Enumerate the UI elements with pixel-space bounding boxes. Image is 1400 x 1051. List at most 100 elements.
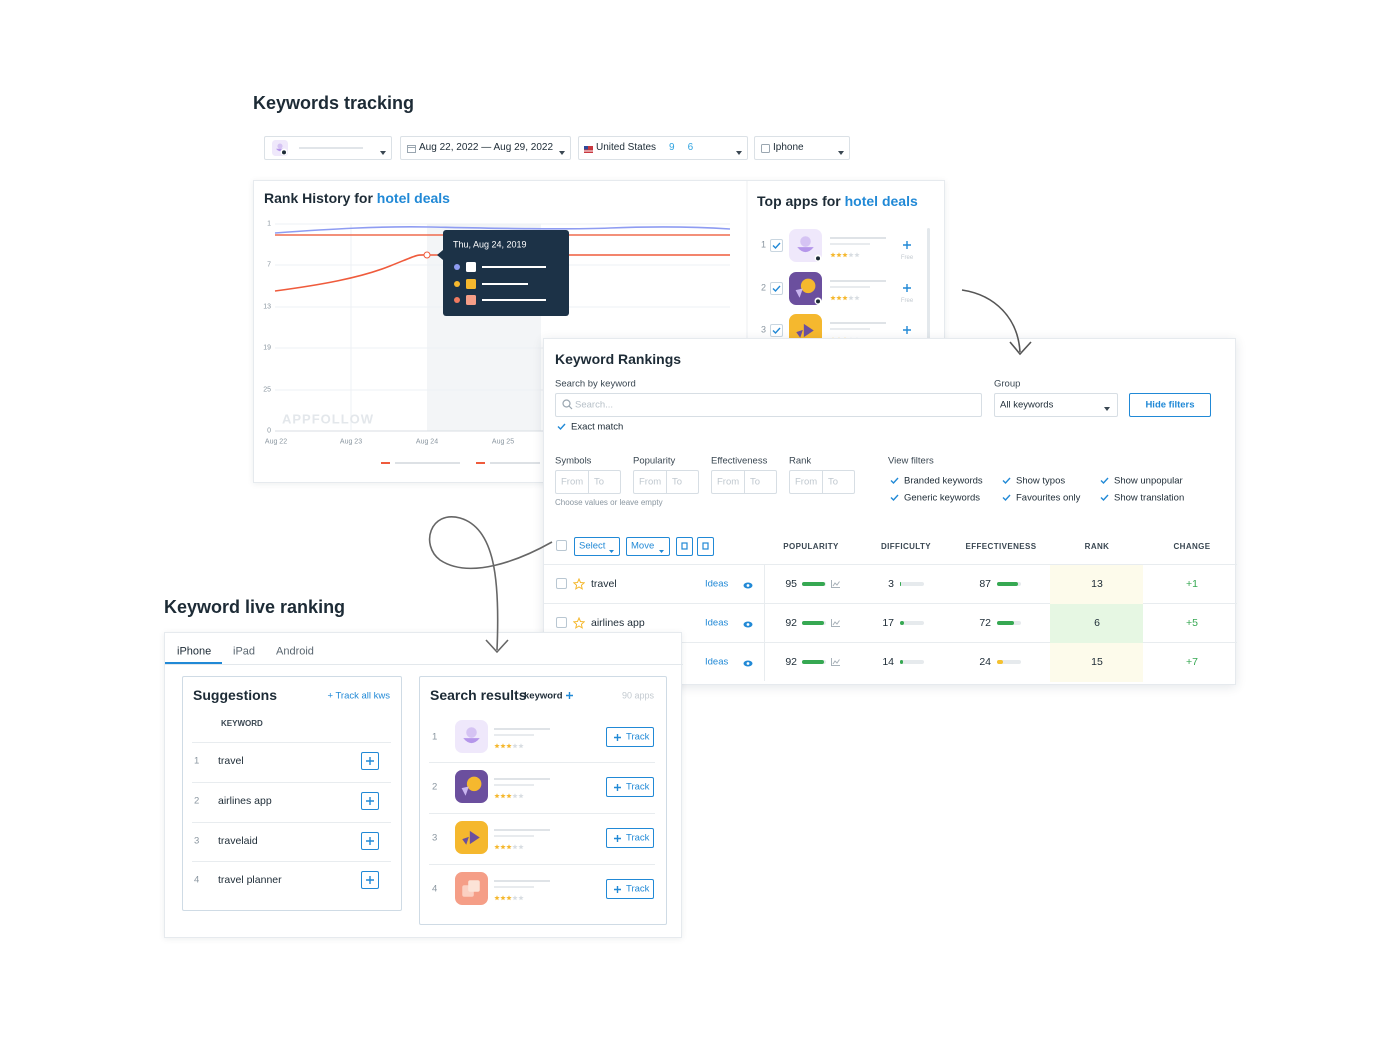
app-icon xyxy=(455,770,488,803)
add-button[interactable] xyxy=(361,792,379,810)
filter-select[interactable] xyxy=(578,136,748,160)
caret xyxy=(609,545,614,553)
placeholder-line xyxy=(830,286,870,288)
app-icon xyxy=(455,720,488,753)
icon-button[interactable] xyxy=(676,537,693,556)
icon-part xyxy=(816,299,820,304)
result-rank: 3 xyxy=(432,832,438,844)
bar-track xyxy=(900,621,924,625)
caret xyxy=(380,147,386,155)
icon-part xyxy=(468,880,480,892)
add-button[interactable] xyxy=(361,752,379,770)
icon-part xyxy=(469,830,480,845)
icon-part xyxy=(800,236,811,247)
track-label[interactable]: Track xyxy=(626,883,650,895)
placeholder-line xyxy=(830,322,886,324)
effectiveness-value: 87 xyxy=(979,577,991,590)
row-divider xyxy=(429,864,655,865)
effectiveness-value: 72 xyxy=(979,616,991,629)
button-icon xyxy=(681,542,688,550)
value-bar xyxy=(997,660,1003,664)
column-header: EFFECTIVENESS xyxy=(965,542,1037,551)
checkbox[interactable] xyxy=(556,578,567,589)
ideas-link[interactable]: Ideas xyxy=(705,656,729,668)
checkbox[interactable] xyxy=(770,282,783,295)
track-button[interactable] xyxy=(606,777,654,797)
icon-part xyxy=(557,423,566,431)
range-label: Rank xyxy=(789,455,812,467)
icon-part xyxy=(761,144,770,153)
icon-part xyxy=(614,835,621,842)
icon-part xyxy=(380,151,386,155)
icon-part xyxy=(566,692,573,699)
track-label[interactable]: Track xyxy=(626,731,650,743)
tooltip-date: Thu, Aug 24, 2019 xyxy=(453,239,527,250)
icon-part xyxy=(614,784,621,791)
rating-stars xyxy=(494,893,526,901)
suggestions-card xyxy=(182,676,402,911)
icon-button[interactable] xyxy=(697,537,714,556)
app-icon xyxy=(455,872,488,905)
hide-filters-label[interactable]: Hide filters xyxy=(1145,399,1195,411)
card-title: Search results xyxy=(430,687,527,703)
hide-filters-button[interactable] xyxy=(1129,393,1211,417)
icon-part xyxy=(746,623,750,626)
tab[interactable]: iPhone xyxy=(177,645,212,658)
icon-part xyxy=(584,146,593,153)
app-rank: 2 xyxy=(761,282,767,293)
icon-part xyxy=(614,784,621,791)
filter-select[interactable] xyxy=(754,136,850,160)
range-label: Popularity xyxy=(633,455,676,467)
row-divider xyxy=(544,564,1237,565)
ideas-link[interactable]: Ideas xyxy=(705,578,729,590)
select-label[interactable]: Select xyxy=(579,540,606,552)
icon-part xyxy=(466,727,477,738)
icon-part xyxy=(659,550,664,553)
rank-value: 6 xyxy=(1094,616,1100,629)
trend-icon xyxy=(831,619,840,627)
check-mark xyxy=(1099,475,1110,486)
checkbox[interactable] xyxy=(556,617,567,628)
tooltip-pointer xyxy=(437,250,443,260)
group-select[interactable] xyxy=(994,393,1118,417)
tooltip-swatch xyxy=(466,279,476,289)
checkbox[interactable] xyxy=(770,324,783,337)
column-header: RANK xyxy=(1084,542,1110,551)
add-button[interactable] xyxy=(361,871,379,889)
track-label[interactable]: Track xyxy=(626,781,650,793)
track-button[interactable] xyxy=(606,879,654,899)
select-button[interactable] xyxy=(574,537,620,556)
icon-part xyxy=(836,252,842,258)
tab[interactable]: Android xyxy=(276,645,314,658)
change-value: +5 xyxy=(1186,616,1198,629)
add-button[interactable] xyxy=(361,832,379,850)
checkbox[interactable] xyxy=(556,540,567,551)
filter-select[interactable] xyxy=(264,136,392,160)
check-mark xyxy=(771,240,782,251)
column-header: CHANGE xyxy=(1173,542,1211,551)
search-input[interactable] xyxy=(555,393,982,417)
icon-part xyxy=(494,895,524,901)
track-all-link[interactable]: + Track all kws xyxy=(327,690,390,702)
checkbox[interactable] xyxy=(770,239,783,252)
plus-icon xyxy=(613,885,622,894)
track-button[interactable] xyxy=(606,727,654,747)
x-tick-label: Aug 22 xyxy=(264,438,288,446)
track-button[interactable] xyxy=(606,828,654,848)
country: United States 9 6 xyxy=(596,143,693,153)
track-label[interactable]: Track xyxy=(626,832,650,844)
tab[interactable]: iPad xyxy=(233,645,256,658)
filter-select[interactable] xyxy=(400,136,571,160)
icon-part xyxy=(500,743,506,749)
move-button[interactable] xyxy=(626,537,670,556)
icon-part xyxy=(772,327,781,335)
icon-part xyxy=(512,793,518,799)
placeholder-line xyxy=(830,328,870,330)
move-label[interactable]: Move xyxy=(631,540,655,552)
ideas-link[interactable]: Ideas xyxy=(705,617,729,629)
eye-icon xyxy=(743,620,753,628)
icon-part xyxy=(494,793,524,799)
tooltip-dot xyxy=(454,297,460,303)
icon-part xyxy=(816,256,820,261)
icon-part xyxy=(572,616,586,629)
